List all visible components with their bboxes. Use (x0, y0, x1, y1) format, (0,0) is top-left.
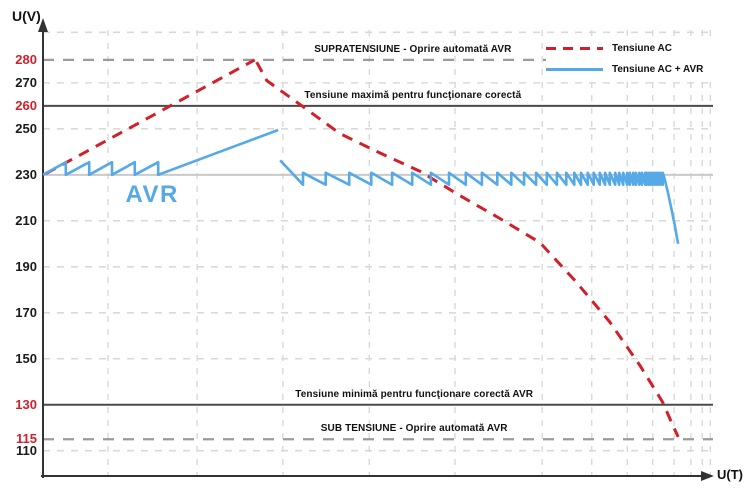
y-tick-110: 110 (16, 442, 37, 458)
y-tick-250: 250 (15, 120, 37, 136)
y-tick-260: 260 (15, 97, 37, 113)
annotation-undervoltage: SUB TENSIUNE - Oprire automată AVR (320, 423, 508, 435)
y-tick-190: 190 (15, 258, 37, 274)
y-axis-arrow-icon (38, 18, 48, 32)
annotation-overvoltage: SUPRATENSIUNE - Oprire automată AVR (314, 43, 512, 55)
y-tick-130: 130 (15, 396, 37, 412)
solid-blue-line-icon (546, 67, 603, 71)
legend-item-tensiune-ac-avr: Tensiune AC + AVR (546, 61, 714, 77)
series-tensiune-ac-avr (42, 128, 279, 177)
y-axis-title: U(V) (12, 8, 41, 24)
avr-label: AVR (125, 180, 179, 208)
y-tick-115: 115 (16, 431, 37, 447)
y-tick-230: 230 (15, 166, 37, 182)
y-tick-280: 280 (15, 51, 37, 67)
x-axis-title: U(T) (717, 467, 743, 482)
y-tick-270: 270 (15, 74, 37, 90)
legend-item-tensiune-ac: Tensiune AC (546, 40, 714, 56)
annotation-min-voltage: Tensiune minimă pentru funcţionare corec… (295, 388, 534, 400)
dashed-red-line-icon (546, 46, 603, 50)
series-tensiune-ac (255, 61, 680, 438)
legend: Tensiune AC Tensiune AC + AVR (546, 38, 714, 79)
series-tensiune-ac (44, 58, 256, 176)
legend-label-tensiune-ac-avr: Tensiune AC + AVR (612, 63, 704, 75)
x-axis-arrow-icon (701, 471, 714, 481)
y-tick-210: 210 (15, 212, 37, 228)
annotation-max-voltage: Tensiune maximă pentru funcţionare corec… (304, 89, 522, 101)
y-tick-150: 150 (15, 350, 37, 366)
y-tick-170: 170 (15, 304, 37, 320)
series-tensiune-ac-avr (279, 159, 680, 245)
legend-label-tensiune-ac: Tensiune AC (612, 42, 673, 54)
